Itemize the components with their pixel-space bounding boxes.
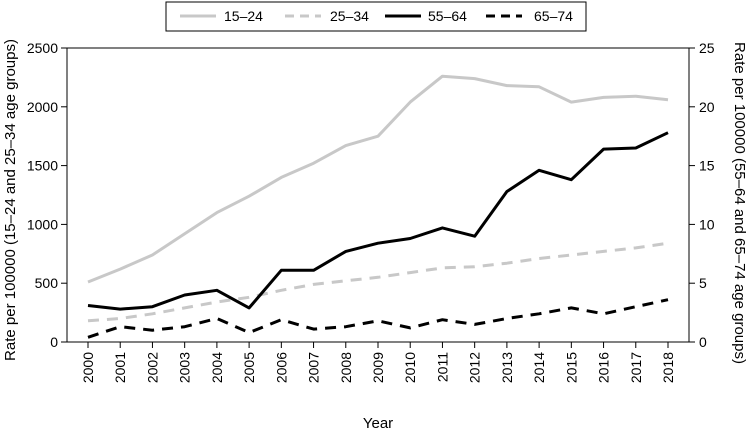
right-y-tick-label: 15 — [699, 158, 715, 174]
x-tick-label: 2018 — [660, 352, 676, 383]
left-y-tick-label: 2500 — [27, 40, 58, 56]
series-lines — [87, 74, 669, 339]
x-tick-label: 2017 — [628, 352, 644, 383]
x-tick-label: 2005 — [241, 352, 257, 383]
axes: 0 500 1000 1500 2000 2500 0 5 10 15 20 25 2000 2001 20… — [27, 40, 715, 383]
right-y-tick-label: 5 — [699, 275, 707, 291]
x-tick-label: 2004 — [209, 352, 225, 383]
right-y-tick-label: 10 — [699, 216, 715, 232]
x-tick-label: 2001 — [112, 352, 128, 383]
x-tick-label: 2016 — [596, 352, 612, 383]
x-axis-title: Year — [363, 415, 393, 432]
left-y-axis-title: Rate per 100000 (15–24 and 25–34 age gro… — [2, 39, 19, 361]
left-y-tick-label: 0 — [50, 334, 58, 350]
series-line-65–74 — [87, 298, 669, 339]
x-tick-label: 2015 — [563, 352, 579, 383]
legend: 15–24 25–34 55–64 65–74 — [165, 1, 587, 32]
right-y-tick-label: 0 — [699, 334, 707, 350]
x-tick-label: 2006 — [273, 352, 289, 383]
x-tick-label: 2013 — [499, 352, 515, 383]
left-y-tick-label: 1500 — [27, 158, 58, 174]
left-y-tick-label: 2000 — [27, 99, 58, 115]
legend-label: 15–24 — [224, 8, 263, 24]
right-y-tick-label: 20 — [699, 99, 715, 115]
x-tick-label: 2008 — [338, 352, 354, 383]
x-tick-label: 2002 — [144, 352, 160, 383]
left-y-tick-label: 1000 — [27, 216, 58, 232]
right-y-tick-label: 25 — [699, 40, 715, 56]
x-tick-label: 2010 — [402, 352, 418, 383]
left-y-tick-label: 500 — [35, 275, 59, 291]
series-line-15–24 — [87, 74, 669, 284]
x-tick-label: 2012 — [467, 352, 483, 383]
x-tick-label: 2014 — [531, 352, 547, 383]
x-tick-label: 2011 — [434, 352, 450, 382]
x-tick-label: 2003 — [177, 352, 193, 383]
x-tick-label: 2007 — [306, 352, 322, 383]
legend-label: 25–34 — [330, 8, 369, 24]
x-tick-label: 2009 — [370, 352, 386, 383]
legend-label: 55–64 — [428, 8, 467, 24]
series-line-25–34 — [87, 241, 669, 323]
legend-label: 65–74 — [534, 8, 573, 24]
right-y-axis-title: Rate per 100000 (55–64 and 65–74 age gro… — [731, 42, 748, 364]
plot-frame — [66, 47, 690, 343]
series-line-55–64 — [87, 131, 669, 311]
x-tick-label: 2000 — [80, 352, 96, 383]
